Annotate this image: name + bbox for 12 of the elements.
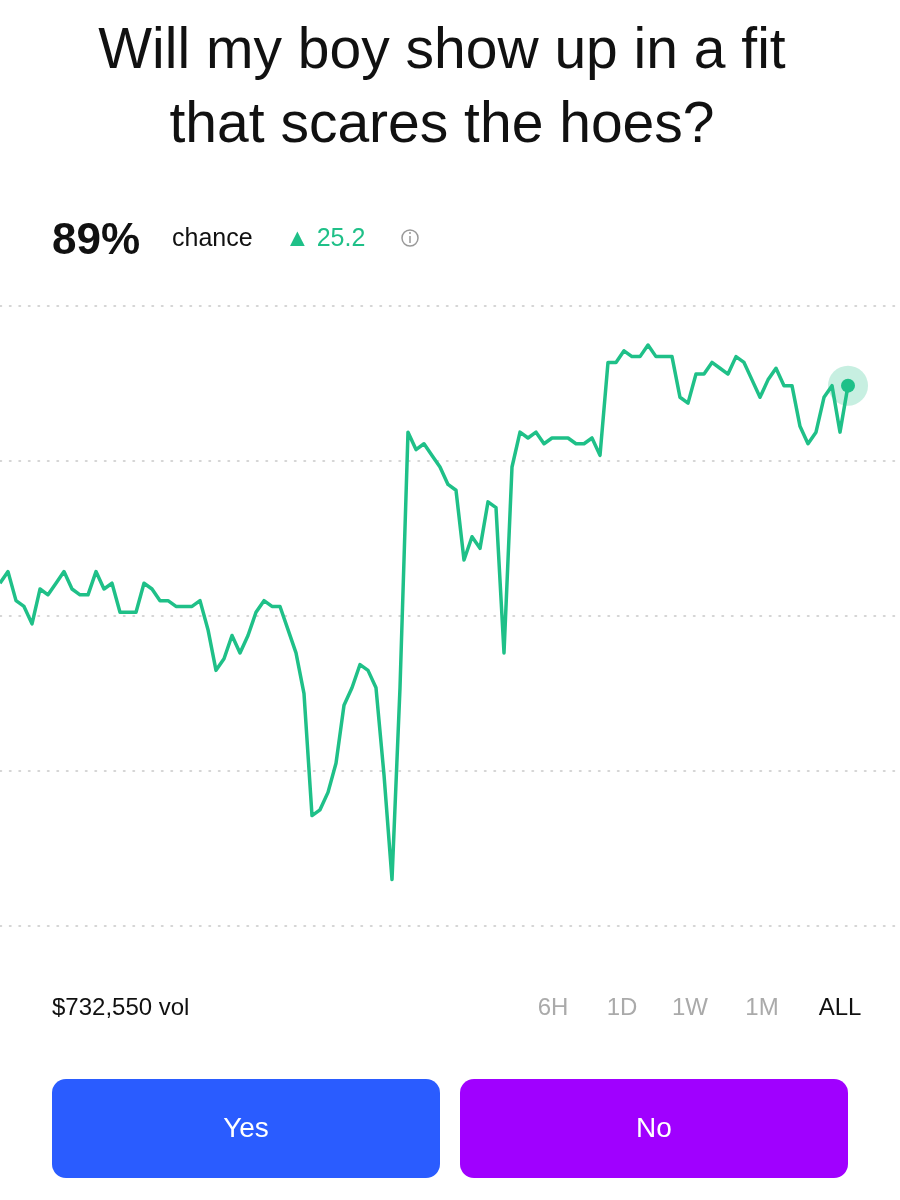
chart-title: Will my boy show up in a fit that scares the hoes? xyxy=(98,16,786,154)
text: Yes xyxy=(223,1112,269,1143)
text: 1W xyxy=(672,993,709,1020)
text: No xyxy=(636,1112,672,1143)
text: ▲ 25.2 xyxy=(285,223,366,251)
text: 6H xyxy=(537,993,569,1020)
text: 1D xyxy=(606,993,638,1020)
text: ALL xyxy=(818,993,862,1020)
text: $732,550 vol xyxy=(52,993,190,1020)
text: 1M xyxy=(745,993,779,1020)
text: chance xyxy=(172,223,253,251)
text: 89% xyxy=(52,214,141,263)
